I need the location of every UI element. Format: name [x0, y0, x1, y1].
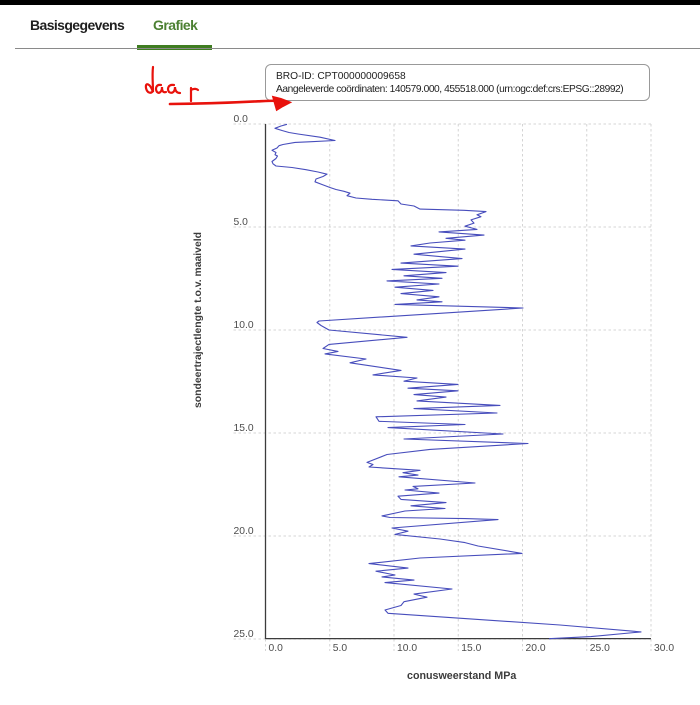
- svg-text:20.0: 20.0: [234, 526, 254, 537]
- svg-text:30.0: 30.0: [654, 643, 674, 654]
- svg-text:conusweerstand MPa: conusweerstand MPa: [407, 670, 517, 682]
- svg-text:25.0: 25.0: [590, 643, 610, 654]
- svg-text:5.0: 5.0: [333, 643, 348, 654]
- svg-text:20.0: 20.0: [526, 643, 546, 654]
- svg-text:5.0: 5.0: [234, 217, 249, 228]
- svg-text:sondeertrajectlengte t.o.v. ma: sondeertrajectlengte t.o.v. maaiveld: [193, 232, 204, 408]
- svg-text:25.0: 25.0: [234, 629, 254, 640]
- svg-text:0.0: 0.0: [269, 643, 284, 654]
- svg-text:15.0: 15.0: [234, 423, 254, 434]
- svg-text:10.0: 10.0: [397, 643, 417, 654]
- svg-text:10.0: 10.0: [234, 320, 254, 331]
- svg-text:0.0: 0.0: [234, 114, 249, 125]
- svg-text:15.0: 15.0: [461, 643, 481, 654]
